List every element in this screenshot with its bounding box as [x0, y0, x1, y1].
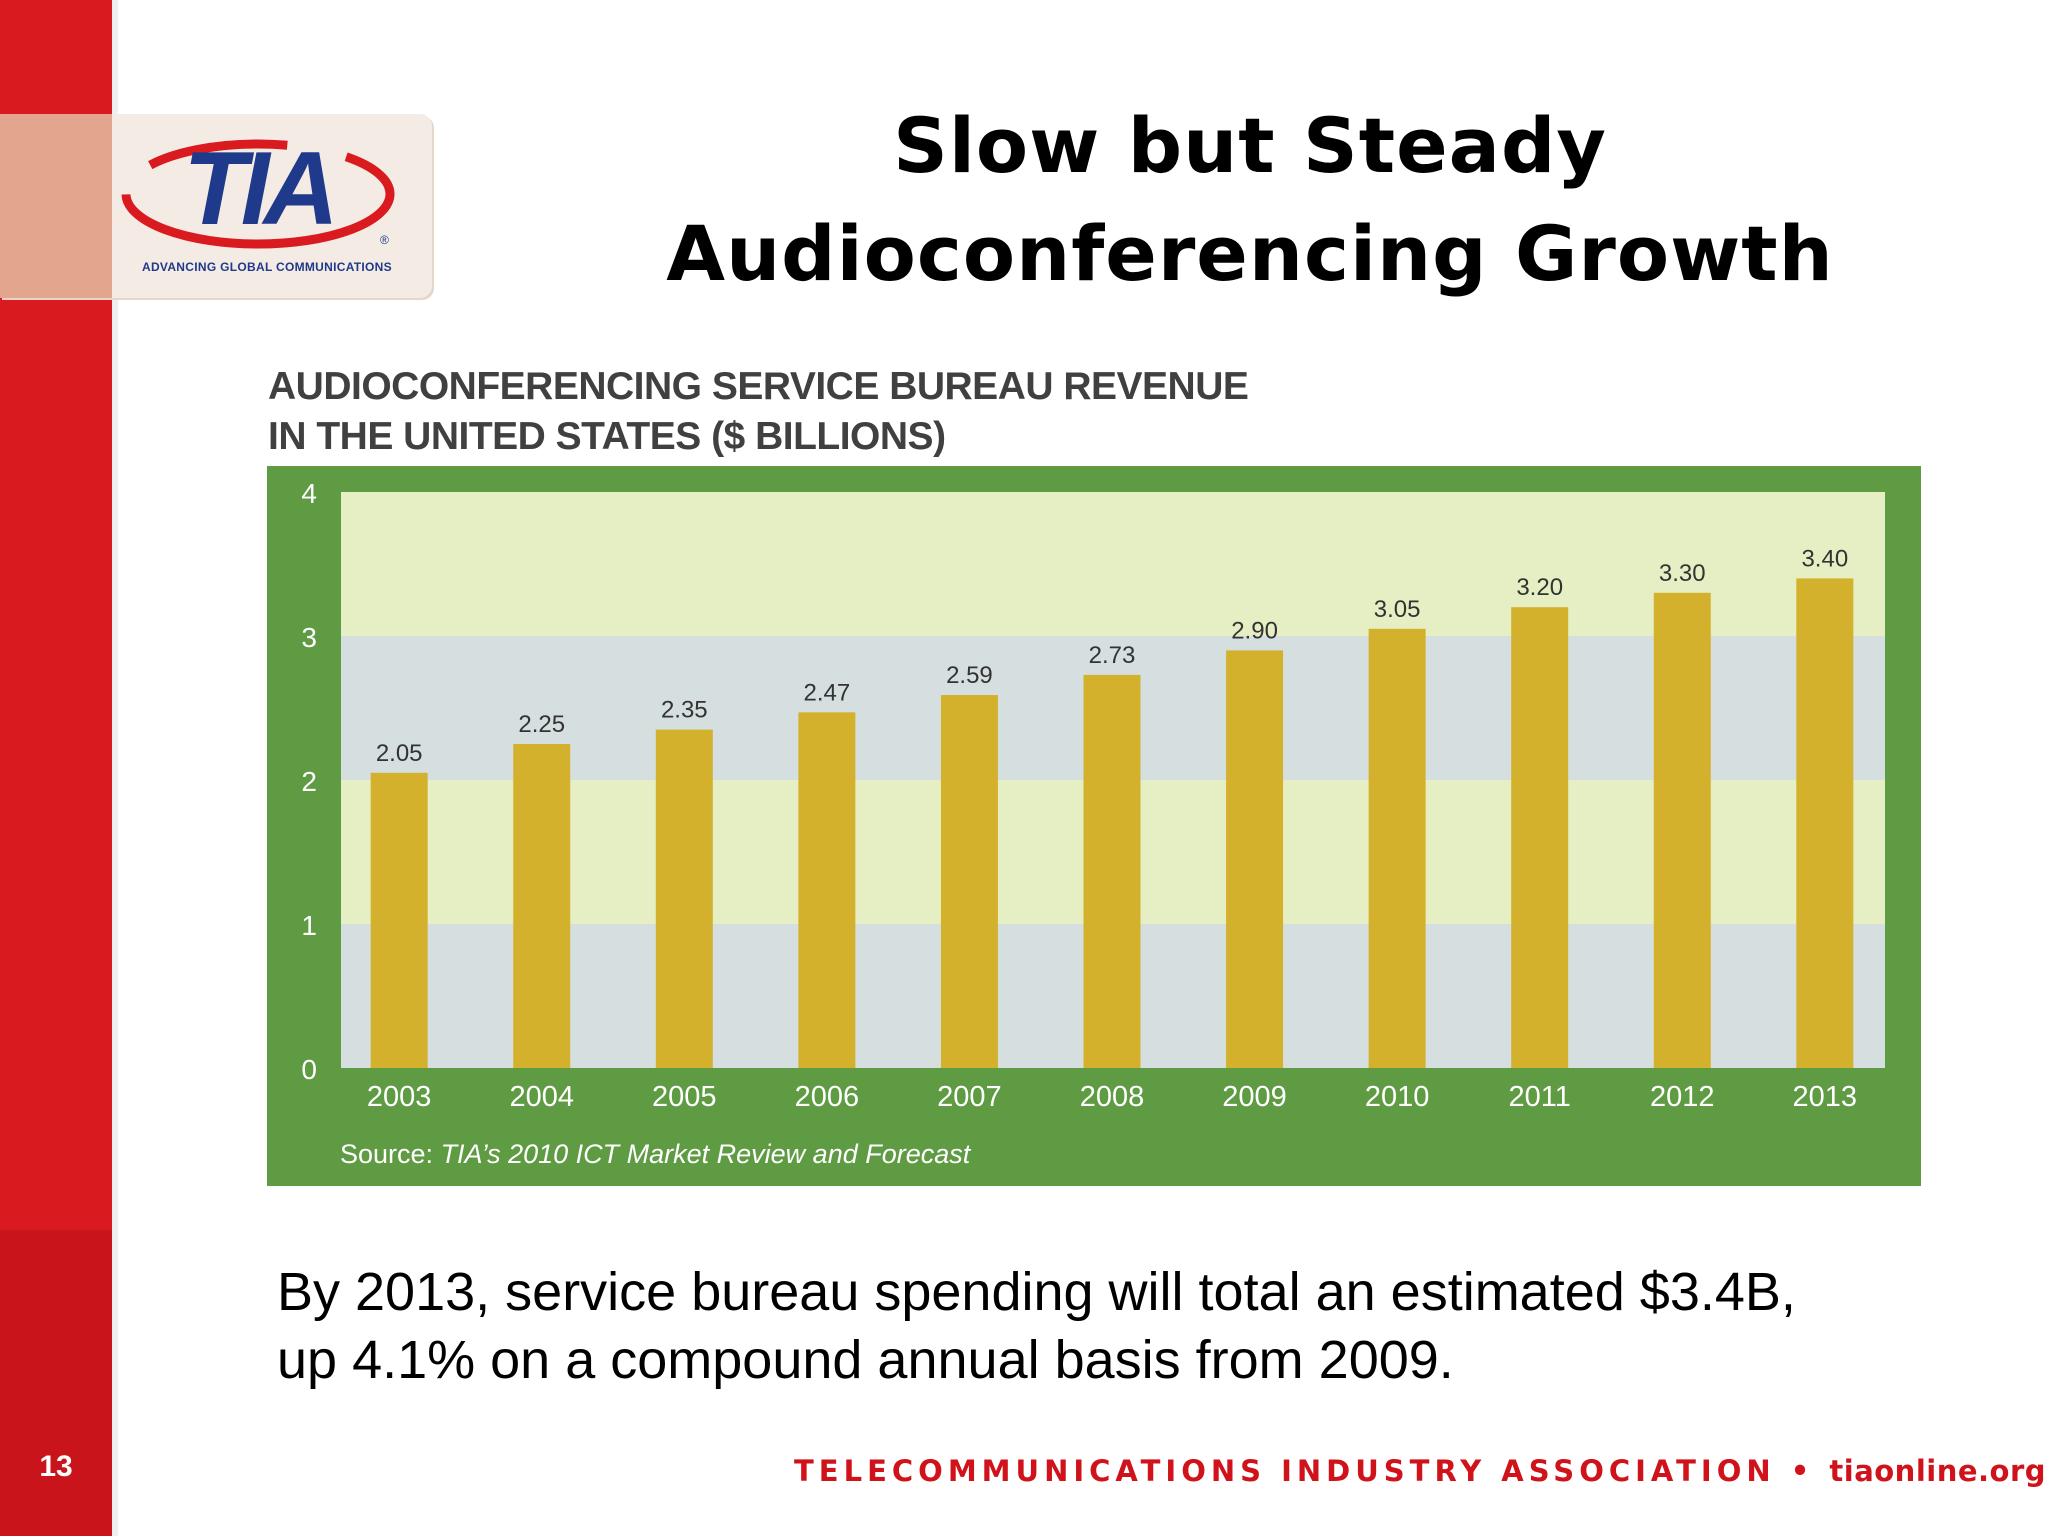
left-accent-edge [112, 0, 118, 1536]
footer: TELECOMMUNICATIONS INDUSTRY ASSOCIATION … [794, 1454, 2046, 1488]
bar-value-label: 3.40 [1801, 545, 1848, 572]
chart-title-line-2: IN THE UNITED STATES ($ BILLIONS) [268, 415, 946, 458]
bar-value-label: 2.90 [1231, 617, 1278, 644]
slide-caption: By 2013, service bureau spending will to… [277, 1258, 1997, 1394]
bar [1511, 607, 1569, 1068]
x-tick-label: 2010 [1365, 1081, 1430, 1113]
y-tick-label: 1 [301, 910, 317, 941]
y-tick-label: 3 [301, 622, 317, 653]
chart-source-prefix: Source: [340, 1139, 441, 1169]
bar [1083, 674, 1141, 1068]
left-accent-bar-lower [0, 1230, 112, 1536]
bar [370, 772, 428, 1068]
bar [798, 712, 856, 1068]
bar-value-label: 2.25 [518, 711, 565, 738]
chart-source-text: TIA’s 2010 ICT Market Review and Forecas… [441, 1139, 972, 1169]
bar-value-label: 2.35 [661, 697, 708, 724]
bar-value-label: 2.47 [804, 679, 851, 706]
x-tick-label: 2011 [1509, 1081, 1571, 1113]
page-number: 13 [39, 1450, 73, 1483]
footer-org-name: TELECOMMUNICATIONS INDUSTRY ASSOCIATION [794, 1454, 1776, 1488]
bar [1796, 578, 1854, 1068]
chart-source: Source: TIA’s 2010 ICT Market Review and… [340, 1139, 972, 1169]
bar-value-label: 2.73 [1089, 642, 1136, 669]
logo-text: TIA [183, 131, 333, 247]
x-tick-label: 2003 [367, 1081, 432, 1113]
y-tick-label: 4 [301, 478, 317, 509]
x-tick-label: 2005 [652, 1081, 717, 1113]
slide-title-line-1: Slow but Steady [893, 101, 1607, 190]
bar [1226, 650, 1284, 1068]
logo-registered-mark: ® [380, 233, 389, 247]
x-tick-label: 2007 [937, 1081, 1002, 1113]
caption-line-2: up 4.1% on a compound annual basis from … [277, 1330, 1454, 1390]
bar [1653, 592, 1711, 1068]
bar [655, 729, 713, 1068]
y-tick-label: 0 [301, 1054, 317, 1085]
chart-title-line-1: AUDIOCONFERENCING SERVICE BUREAU REVENUE [268, 365, 1249, 408]
y-tick-label: 2 [301, 766, 317, 797]
caption-line-1: By 2013, service bureau spending will to… [277, 1262, 1796, 1322]
bar [513, 744, 571, 1068]
x-tick-label: 2012 [1650, 1081, 1715, 1113]
bar [1368, 628, 1426, 1068]
revenue-bar-chart: 0 1 2 3 4 2.05 2.25 2.35 2.47 2.59 2.73 2.90 3.05 3.… [267, 466, 1921, 1186]
bar-value-label: 3.05 [1374, 596, 1421, 623]
x-tick-label: 2006 [795, 1081, 860, 1113]
slide-title: Slow but Steady Audioconferencing Growth [560, 92, 1940, 308]
tia-logo: TIA ® [121, 131, 395, 249]
footer-bullet: • [1790, 1454, 1815, 1488]
grid-band [341, 492, 1885, 636]
bar-value-label: 2.05 [376, 740, 423, 767]
bar-value-label: 3.20 [1516, 574, 1563, 601]
x-tick-label: 2013 [1793, 1081, 1858, 1113]
logo-tagline: ADVANCING GLOBAL COMMUNICATIONS [142, 260, 392, 274]
bar-value-label: 3.30 [1659, 560, 1706, 587]
bar [940, 695, 998, 1068]
chart-title: AUDIOCONFERENCING SERVICE BUREAU REVENUE… [268, 362, 1418, 462]
x-tick-label: 2008 [1080, 1081, 1145, 1113]
x-tick-label: 2009 [1222, 1081, 1287, 1113]
bar-value-label: 2.59 [946, 662, 993, 689]
x-tick-label: 2004 [509, 1081, 574, 1113]
slide-title-line-2: Audioconferencing Growth [666, 209, 1834, 298]
footer-url: tiaonline.org [1829, 1454, 2047, 1488]
